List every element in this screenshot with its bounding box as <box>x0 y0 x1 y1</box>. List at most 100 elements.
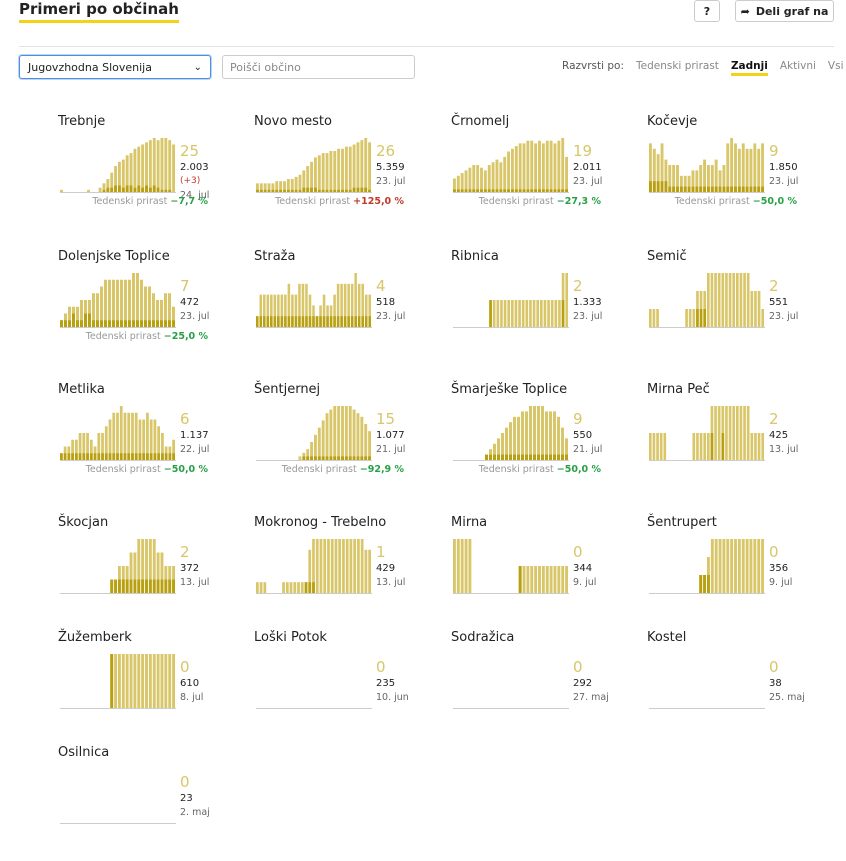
share-button[interactable]: ➦ Deli graf na <box>735 0 834 22</box>
municipality-card[interactable]: Mirna 0 344 9. jul <box>451 515 641 625</box>
bar-new <box>97 453 101 460</box>
municipality-card[interactable]: Škocjan 2 372 13. jul <box>58 515 248 625</box>
weekly-growth-label: Tedenski prirast <box>275 196 354 207</box>
municipality-card[interactable]: Šentrupert 0 356 9. jul <box>647 515 837 625</box>
bar-active <box>692 433 696 460</box>
municipality-card[interactable]: Novo mesto 26 5.359 23. jul Tedenski prirast… <box>254 114 444 224</box>
municipality-card[interactable]: Šmarješke Toplice 9 550 21. jul Tedenski pri… <box>451 382 641 492</box>
bar-active <box>344 406 348 460</box>
bar-active <box>287 283 291 327</box>
bar-active <box>511 148 514 192</box>
municipality-card[interactable]: Straža 4 518 23. jul <box>254 249 444 359</box>
weekly-growth-label: Tedenski prirast <box>478 196 557 207</box>
sort-option-last[interactable]: Zadnji <box>730 60 768 76</box>
date-value: 23. jul <box>769 311 799 322</box>
municipality-card[interactable]: Trebnje 25 2.003 (+3) 24. jul Tedenski priras… <box>58 114 248 224</box>
bar-new <box>354 316 357 327</box>
bar-active <box>538 140 541 192</box>
municipality-card[interactable]: Metlika 6 1.137 22. jul Tedenski prirast −50… <box>58 382 248 492</box>
municipality-name: Žužemberk <box>58 630 132 645</box>
bar-new <box>321 189 325 192</box>
bar-active <box>156 654 160 708</box>
municipality-card[interactable]: Ribnica 2 1.333 23. jul <box>451 249 641 359</box>
bar-new <box>485 454 488 460</box>
bar-active <box>152 293 155 327</box>
municipality-card[interactable]: Mirna Peč 2 425 13. jul <box>647 382 837 492</box>
bar-active <box>334 539 338 593</box>
search-input[interactable] <box>222 55 415 79</box>
bar-active <box>344 146 348 192</box>
bar-active <box>509 422 512 460</box>
bar-new <box>317 456 321 460</box>
bar-active <box>364 294 368 327</box>
bar-new <box>453 189 456 192</box>
bar-active <box>279 181 283 192</box>
municipality-card[interactable]: Semič 2 551 23. jul <box>647 249 837 359</box>
bar-active <box>352 144 356 192</box>
bar-active <box>145 539 148 593</box>
bar-active <box>315 539 319 593</box>
municipality-card[interactable]: Osilnica 0 23 2. maj <box>58 745 248 855</box>
bar-new <box>142 453 146 460</box>
bar-active <box>364 424 368 460</box>
municipality-card[interactable]: Mokronog - Trebelno 1 429 13. jul <box>254 515 444 625</box>
bar-active <box>333 150 337 192</box>
bar-active <box>133 654 137 708</box>
municipality-chart <box>453 708 569 709</box>
bar-active <box>322 294 326 327</box>
bar-active <box>141 539 145 593</box>
region-select[interactable]: Jugovzhodna Slovenija ⌄ <box>19 55 211 79</box>
bar-active <box>116 279 119 327</box>
bar-new <box>565 454 568 460</box>
municipality-card[interactable]: Dolenjske Toplice 7 472 23. jul Tedenski pri… <box>58 249 248 359</box>
bar-active <box>323 539 327 593</box>
bar-new <box>489 300 492 327</box>
municipality-card[interactable]: Kočevje 9 1.850 23. jul Tedenski prirast −50… <box>647 114 837 224</box>
bar-new <box>660 181 664 192</box>
bar-new <box>259 316 263 327</box>
bar-new <box>121 187 125 192</box>
sort-option-all[interactable]: Vsi <box>827 60 844 72</box>
bar-new <box>329 316 333 327</box>
bar-new <box>140 320 143 327</box>
bar-new <box>695 186 699 192</box>
help-button[interactable]: ? <box>694 0 720 22</box>
municipality-card[interactable]: Žužemberk 0 610 8. jul <box>58 630 248 740</box>
bar-active <box>361 283 364 327</box>
bar-new <box>557 454 560 460</box>
sort-option-weekly[interactable]: Tedenski prirast <box>636 60 719 72</box>
bar-active <box>557 566 561 593</box>
bar-new <box>501 454 504 460</box>
bar-active <box>707 433 710 460</box>
bar-active <box>683 175 687 192</box>
bar-new <box>168 453 172 460</box>
bar-active <box>146 412 149 460</box>
last-value: 0 <box>769 658 779 676</box>
municipality-card[interactable]: Šentjernej 15 1.077 21. jul Tedenski prirast… <box>254 382 444 492</box>
municipality-card[interactable]: Sodražica 0 292 27. maj <box>451 630 641 740</box>
bar-new <box>259 189 263 192</box>
municipality-card[interactable]: Kostel 0 38 25. maj <box>647 630 837 740</box>
bar-active <box>672 165 676 192</box>
bar-new <box>513 454 516 460</box>
bar-new <box>526 189 530 192</box>
bar-active <box>118 161 121 192</box>
bar-new <box>687 186 691 192</box>
bar-new <box>714 186 718 192</box>
bar-active <box>714 273 717 327</box>
bar-active <box>660 143 664 192</box>
municipality-name: Mirna <box>451 515 488 530</box>
region-select-value: Jugovzhodna Slovenija <box>28 60 152 74</box>
bar-new <box>110 654 114 708</box>
last-value: 0 <box>180 658 190 676</box>
bar-active <box>133 552 137 593</box>
municipality-card[interactable]: Črnomelj 19 2.011 23. jul Tedenski prirast −… <box>451 114 641 224</box>
last-value: 0 <box>573 543 583 561</box>
sort-option-active[interactable]: Aktivni <box>779 60 816 72</box>
bar-new <box>664 181 668 192</box>
bar-new <box>344 189 348 192</box>
bar-new <box>312 582 315 593</box>
bar-active <box>337 148 341 192</box>
municipality-card[interactable]: Loški Potok 0 235 10. jun <box>254 630 444 740</box>
bar-active <box>104 426 108 460</box>
